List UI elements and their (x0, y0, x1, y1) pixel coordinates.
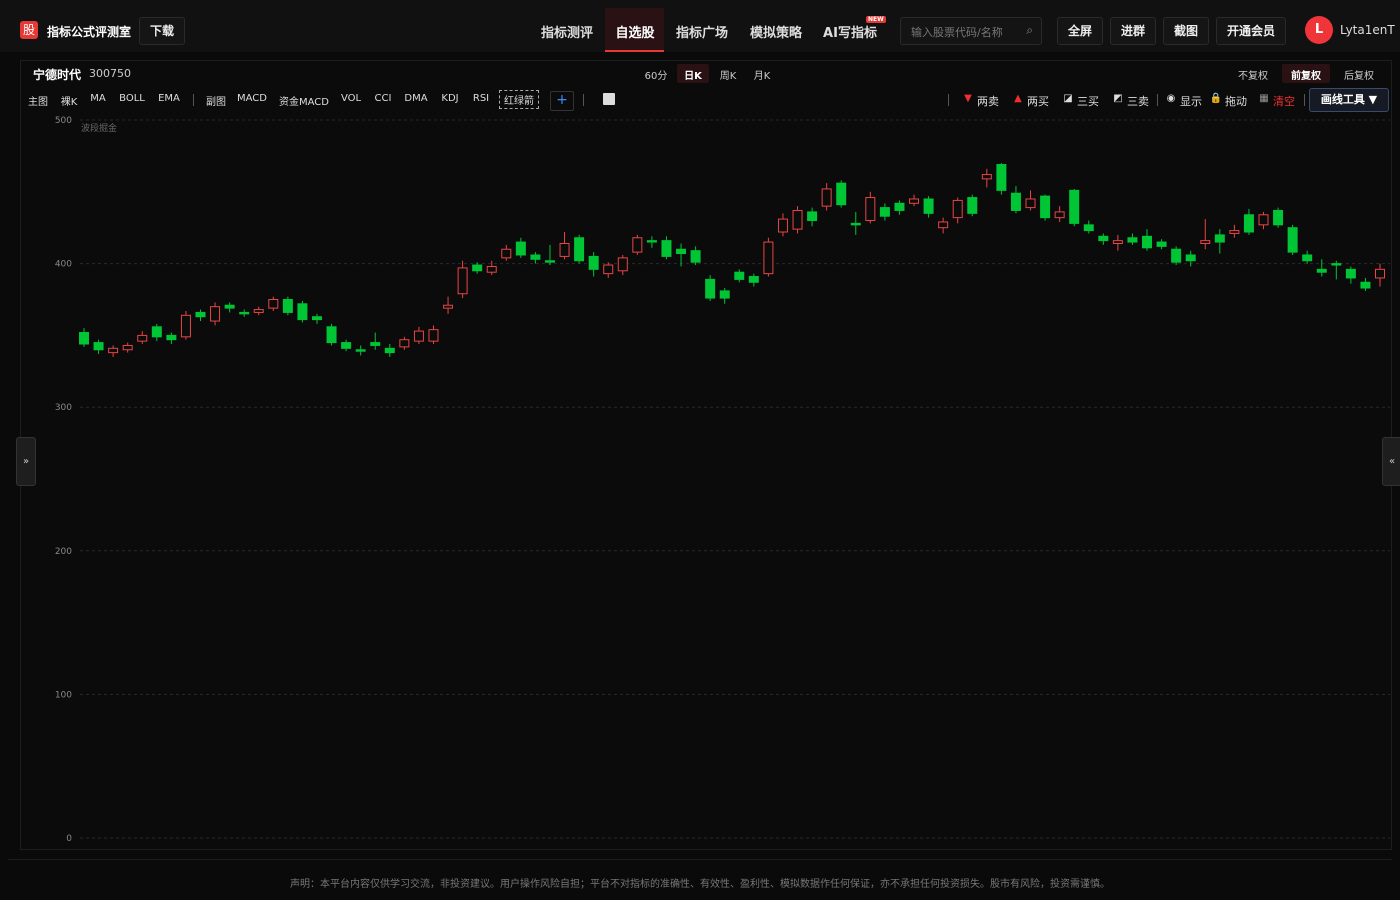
indicator[interactable]: 副图 (206, 97, 226, 108)
indicator[interactable]: DMA (404, 93, 428, 104)
signal[interactable]: 拖动 (1225, 95, 1247, 108)
side-open[interactable]: » (16, 437, 36, 486)
header-button[interactable]: 全屏 (1057, 17, 1104, 45)
nav-item[interactable]: 指标测评 (540, 26, 594, 41)
signal-icon: 🔒 (1209, 93, 1223, 104)
disclaimer: 声明：本平台内容仅供学习交流，非投资建议。用户操作风险自担；平台不对指标的准确性… (290, 879, 1110, 890)
save-icon[interactable] (603, 93, 615, 105)
signal[interactable]: 三买 (1077, 95, 1099, 108)
period-active-bg (677, 64, 709, 83)
nav-item[interactable]: AI写指标 (823, 26, 877, 41)
indicator[interactable]: MACD (237, 93, 267, 104)
nav-badge: NEW (866, 16, 886, 23)
adjust-active-bg (1282, 64, 1330, 83)
indicator[interactable]: 主图 (28, 97, 48, 108)
separator (583, 94, 584, 106)
download-button[interactable]: 下载 (139, 17, 186, 45)
search-placeholder: 输入股票代码/名称 (911, 26, 1003, 39)
logo: 股 (20, 21, 38, 39)
indicator[interactable]: VOL (340, 93, 362, 104)
app-name: 指标公式评测室 (47, 25, 132, 39)
period[interactable]: 周K (719, 71, 737, 82)
nav-item[interactable]: 模拟策略 (749, 26, 803, 41)
signal[interactable]: 清空 (1273, 95, 1295, 108)
signal[interactable]: 两卖 (977, 95, 999, 108)
draw-tools[interactable]: 画线工具 ▼ (1309, 88, 1389, 112)
footer-divider (8, 859, 1392, 860)
separator (193, 94, 194, 106)
search-icon: ⌕ (1026, 23, 1033, 37)
indicator[interactable]: 资金MACD (279, 97, 329, 108)
separator (1157, 94, 1158, 106)
period[interactable]: 60分 (644, 71, 668, 82)
signal-icon: ▼ (964, 93, 972, 104)
signal[interactable]: 两买 (1027, 95, 1049, 108)
header-button[interactable]: 截图 (1163, 17, 1210, 45)
stock-name: 宁德时代 (33, 68, 82, 82)
period[interactable]: 月K (753, 71, 771, 82)
nav-active-bg (605, 8, 664, 52)
search-box[interactable]: 输入股票代码/名称 ⌕ (900, 17, 1042, 45)
indicator[interactable]: 红绿箭 (499, 90, 539, 109)
avatar[interactable]: L (1305, 16, 1333, 44)
separator (1304, 94, 1305, 106)
indicator[interactable]: MA (90, 93, 106, 104)
adjust[interactable]: 不复权 (1238, 71, 1268, 82)
signal[interactable]: 三卖 (1127, 95, 1149, 108)
signal-icon: ◩ (1113, 93, 1123, 104)
indicator[interactable]: KDJ (441, 93, 459, 104)
username: Lyta1enT (1340, 23, 1395, 37)
period[interactable]: 日K (684, 71, 702, 82)
nav-item[interactable]: 自选股 (615, 26, 655, 41)
signal-icon: ◪ (1063, 93, 1073, 104)
nav-item[interactable]: 指标广场 (675, 26, 729, 41)
indicator[interactable]: CCI (374, 93, 392, 104)
signal-icon: ◉ (1166, 93, 1176, 104)
side-close[interactable]: « (1382, 437, 1400, 486)
indicator[interactable]: RSI (472, 93, 490, 104)
add-indicator[interactable]: + (550, 91, 574, 111)
indicator[interactable]: EMA (158, 93, 180, 104)
header-button[interactable]: 进群 (1110, 17, 1157, 45)
signal-icon: ▲ (1014, 93, 1022, 104)
signal-icon: ▦ (1259, 93, 1269, 104)
separator (948, 94, 949, 106)
header-button[interactable]: 开通会员 (1216, 17, 1287, 45)
indicator[interactable]: BOLL (119, 93, 145, 104)
stock-code: 300750 (89, 67, 131, 80)
adjust[interactable]: 后复权 (1344, 71, 1374, 82)
signal[interactable]: 显示 (1180, 95, 1202, 108)
adjust[interactable]: 前复权 (1291, 71, 1321, 82)
chart-panel (20, 60, 1392, 850)
indicator[interactable]: 裸K (60, 97, 78, 108)
